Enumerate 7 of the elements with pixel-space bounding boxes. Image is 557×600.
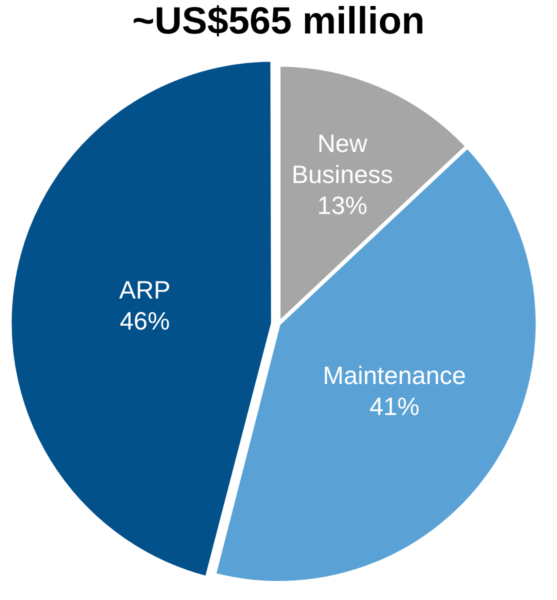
slice-label: New Business xyxy=(292,130,394,190)
data-label: 46% xyxy=(120,307,170,336)
slice-label: ARP xyxy=(119,276,170,304)
data-label: 41% xyxy=(369,392,420,421)
chart-title: ~US$565 million xyxy=(132,0,425,42)
data-label: 13% xyxy=(317,192,368,220)
slice-label: Maintenance xyxy=(322,362,466,390)
